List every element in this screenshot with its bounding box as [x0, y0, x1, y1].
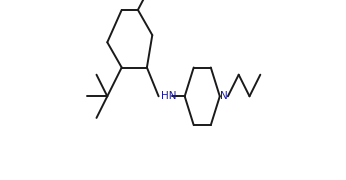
- Text: N: N: [220, 91, 228, 101]
- Text: HN: HN: [161, 91, 177, 101]
